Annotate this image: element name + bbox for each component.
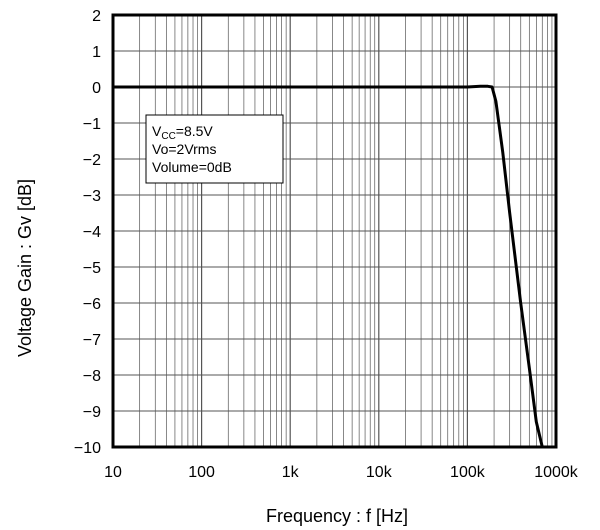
y-tick-label: 1 <box>92 44 101 61</box>
svg-text:VCC=8.5V: VCC=8.5V <box>152 123 213 142</box>
y-tick-label: −3 <box>83 188 101 205</box>
y-axis-label: Voltage Gain : Gv [dB] <box>15 179 35 357</box>
y-tick-label: −1 <box>83 116 101 133</box>
y-tick-labels: 2 1 0 −1 −2 −3 −4 −5 −6 −7 −8 −9 −10 <box>74 8 101 457</box>
y-tick-label: −8 <box>83 368 101 385</box>
y-tick-label: 0 <box>92 80 101 97</box>
grid <box>113 15 556 447</box>
x-tick-label: 1000k <box>534 464 579 481</box>
y-tick-label: −10 <box>74 440 101 457</box>
volume-label: Volume=0dB <box>152 159 232 175</box>
y-tick-label: −6 <box>83 296 101 313</box>
x-tick-labels: 10 100 1k 10k 100k 1000k <box>104 464 579 481</box>
y-tick-label: −7 <box>83 332 101 349</box>
vcc-subscript: CC <box>161 131 175 142</box>
conditions-box: VCC=8.5V Vo=2Vrms Volume=0dB <box>145 114 284 184</box>
x-tick-label: 100 <box>188 464 215 481</box>
x-tick-label: 100k <box>450 464 486 481</box>
y-tick-label: −9 <box>83 404 101 421</box>
y-tick-label: −5 <box>83 260 101 277</box>
x-axis-label: Frequency : f [Hz] <box>266 506 408 526</box>
x-tick-label: 10k <box>366 464 393 481</box>
vcc-label: V <box>152 123 162 139</box>
x-tick-label: 1k <box>282 464 300 481</box>
vo-label: Vo=2Vrms <box>152 141 216 157</box>
plot-frame <box>111 13 558 449</box>
x-tick-label: 10 <box>104 464 122 481</box>
y-tick-label: 2 <box>92 8 101 25</box>
y-tick-label: −4 <box>83 224 101 241</box>
series-line <box>113 84 544 448</box>
y-tick-label: −2 <box>83 152 101 169</box>
vcc-value: =8.5V <box>176 123 214 139</box>
